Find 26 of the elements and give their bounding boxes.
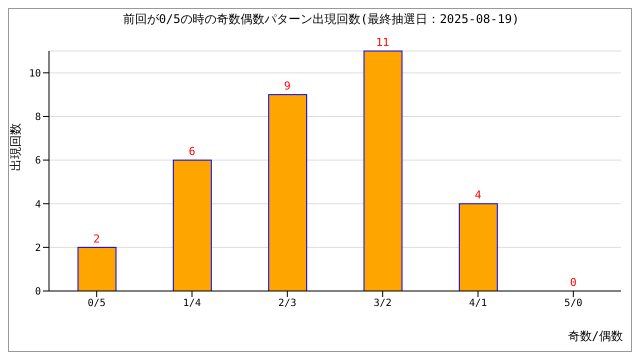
y-tick-label: 10 — [28, 68, 41, 80]
data-label: 11 — [376, 36, 390, 49]
data-label: 4 — [474, 188, 482, 202]
data-label: 9 — [284, 80, 291, 93]
data-label: 6 — [188, 145, 196, 158]
x-tick-label: 4/1 — [468, 298, 488, 310]
x-tick-label: 5/0 — [564, 298, 582, 310]
x-axis-title: 奇数/偶数 — [568, 328, 623, 345]
x-tick-label: 2/3 — [278, 298, 296, 310]
chart-title: 前回が0/5の時の奇数偶数パターン出現回数(最終抽選日：2025-08-19) — [122, 11, 520, 28]
data-label: 0 — [570, 276, 577, 289]
bar — [364, 50, 402, 292]
y-tick-label: 8 — [34, 112, 41, 124]
y-tick-label: 0 — [34, 286, 41, 298]
bar — [458, 203, 498, 292]
x-tick-label: 1/4 — [182, 298, 202, 310]
y-axis-title: 出現回数 — [8, 123, 22, 171]
bar — [78, 246, 116, 292]
data-label: 2 — [93, 232, 100, 246]
y-tick-label: 4 — [34, 199, 41, 210]
x-tick-label: 3/2 — [374, 298, 392, 310]
x-tick-label: 0/5 — [88, 298, 106, 310]
y-tick-label: 6 — [34, 156, 41, 167]
bar — [172, 160, 212, 292]
y-tick-label: 2 — [34, 242, 41, 254]
bar — [268, 94, 308, 292]
